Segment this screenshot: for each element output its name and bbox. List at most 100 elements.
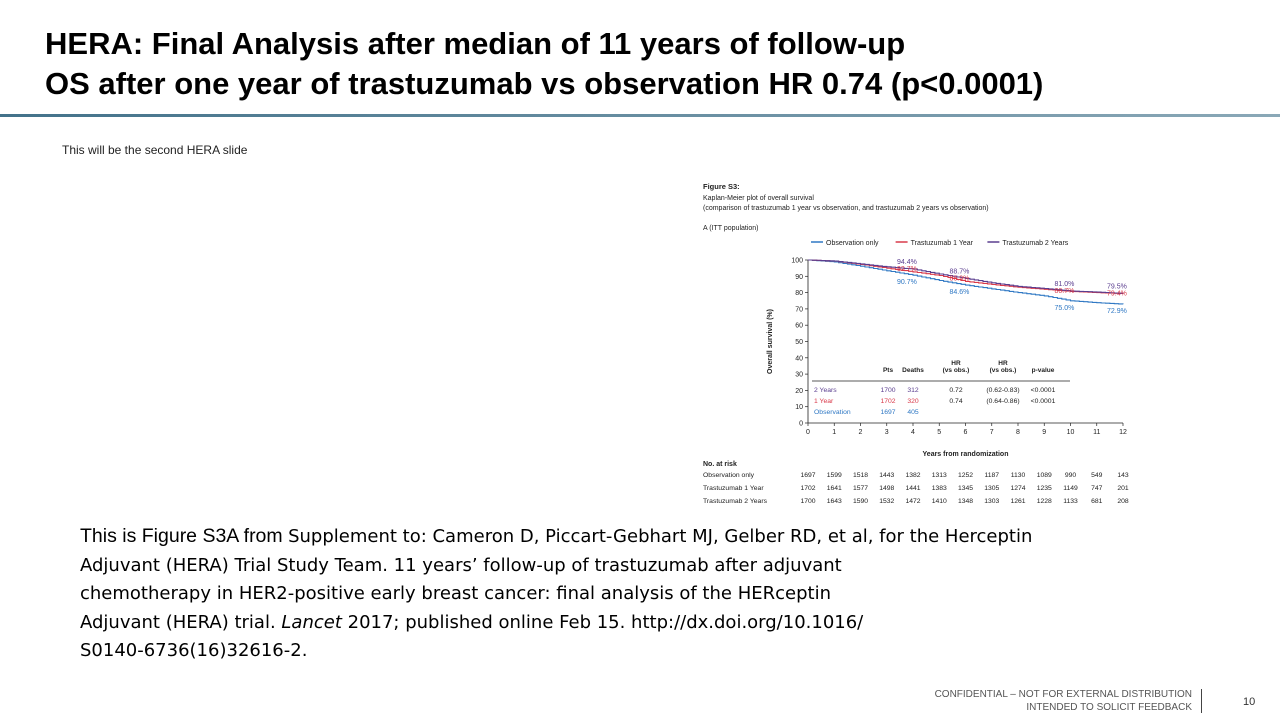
- stats-row-pts-2: 1697: [880, 409, 895, 416]
- stats-row-ci-1: (0.64-0.86): [986, 398, 1019, 405]
- stats-row-ci-0: (0.62-0.83): [986, 387, 1019, 394]
- survival-label-6-obs: 84.6%: [950, 289, 970, 296]
- footer-line-2: INTENDED TO SOLICIT FEEDBACK: [1026, 702, 1192, 713]
- at-risk-value-0-11: 549: [1091, 472, 1103, 479]
- y-axis-title: Overall survival (%): [767, 309, 774, 374]
- y-tick-label-60: 60: [795, 323, 803, 330]
- x-tick-label-1: 1: [832, 429, 836, 436]
- slide-title-line1: HERA: Final Analysis after median of 11 …: [45, 26, 906, 61]
- at-risk-value-0-6: 1252: [958, 472, 973, 479]
- figure-label: Figure S3:: [703, 182, 740, 191]
- at-risk-value-0-10: 990: [1065, 472, 1077, 479]
- caption-line-4-b: 2017; published online Feb 15. http://dx…: [341, 611, 864, 633]
- legend-label-2: Trastuzumab 2 Years: [1002, 240, 1068, 247]
- at-risk-value-0-0: 1697: [800, 472, 815, 479]
- at-risk-value-0-4: 1382: [905, 472, 920, 479]
- survival-label-12-1: 79.4%: [1107, 290, 1127, 297]
- stats-row-deaths-0: 312: [907, 387, 919, 394]
- y-tick-label-40: 40: [795, 355, 803, 362]
- caption-citation-1: Supplement to: Cameron D, Piccart-Gebhar…: [288, 526, 1033, 547]
- at-risk-value-0-9: 1089: [1037, 472, 1052, 479]
- at-risk-value-1-6: 1345: [958, 485, 973, 492]
- y-tick-label-20: 20: [795, 388, 803, 395]
- at-risk-value-1-9: 1235: [1037, 485, 1052, 492]
- at-risk-value-2-3: 1532: [879, 498, 894, 505]
- at-risk-value-1-7: 1305: [984, 485, 999, 492]
- stats-header-p: p-value: [1032, 367, 1055, 374]
- stats-header-deaths: Deaths: [902, 367, 924, 374]
- stats-row-deaths-1: 320: [907, 398, 919, 405]
- legend-label-0: Observation only: [826, 240, 879, 247]
- stats-row-p-0: <0.0001: [1031, 387, 1056, 394]
- at-risk-value-2-6: 1348: [958, 498, 973, 505]
- at-risk-value-2-0: 1700: [800, 498, 815, 505]
- at-risk-value-1-10: 1149: [1063, 485, 1078, 492]
- figure-subtitle-1: Kaplan-Meier plot of overall survival: [703, 195, 814, 202]
- at-risk-value-1-4: 1441: [905, 485, 920, 492]
- at-risk-value-0-5: 1313: [932, 472, 947, 479]
- x-tick-label-7: 7: [990, 429, 994, 436]
- caption-intro: This is Figure S3A from: [80, 525, 289, 547]
- slide-title: HERA: Final Analysis after median of 11 …: [45, 24, 1043, 104]
- x-tick-label-12: 12: [1119, 429, 1127, 436]
- stats-row-deaths-2: 405: [907, 409, 919, 416]
- at-risk-title: No. at risk: [703, 461, 737, 468]
- at-risk-value-0-8: 1130: [1011, 472, 1026, 479]
- at-risk-table: No. at risk Observation only 1697 1599 1518 1…: [703, 461, 1129, 505]
- chart-annotations: 94.4%92.7% 90.7% 88.7%86.9% 84.6% 81.0%80.7%…: [897, 259, 1127, 315]
- stats-row-label-2: Observation: [814, 409, 851, 416]
- survival-label-4-obs: 90.7%: [897, 279, 917, 286]
- at-risk-label-2: Trastuzumab 2 Years: [703, 498, 768, 505]
- x-tick-label-0: 0: [806, 429, 810, 436]
- at-risk-label-0: Observation only: [703, 472, 755, 479]
- caption-line-4-a: Adjuvant (HERA) trial.: [80, 611, 282, 633]
- stats-header-ci-sub: (vs obs.): [990, 367, 1017, 374]
- stats-row-label-1: 1 Year: [814, 398, 834, 405]
- at-risk-value-1-1: 1641: [827, 485, 842, 492]
- at-risk-value-0-2: 1518: [853, 472, 868, 479]
- caption-journal: Lancet: [281, 611, 342, 633]
- legend-label-1: Trastuzumab 1 Year: [911, 240, 974, 247]
- x-tick-label-5: 5: [937, 429, 941, 436]
- km-curve-observation-only: [808, 259, 1124, 305]
- caption-line-1: This is Figure S3A from Supplement to: C…: [80, 522, 1170, 552]
- x-tick-label-4: 4: [911, 429, 915, 436]
- y-tick-label-30: 30: [795, 372, 803, 379]
- stats-row-hr-1: 0.74: [949, 398, 962, 405]
- stats-row-pts-0: 1700: [880, 387, 895, 394]
- speaker-note: This will be the second HERA slide: [62, 143, 248, 157]
- at-risk-value-2-8: 1261: [1010, 498, 1025, 505]
- y-tick-label-90: 90: [795, 274, 803, 281]
- survival-label-6-0: 88.7%: [950, 268, 970, 275]
- slide-title-line2: OS after one year of trastuzumab vs obse…: [45, 66, 1044, 101]
- km-figure: Figure S3: Kaplan-Meier plot of overall …: [698, 178, 1148, 513]
- y-tick-label-70: 70: [795, 306, 803, 313]
- survival-label-6-1: 86.9%: [950, 275, 970, 282]
- x-tick-label-2: 2: [859, 429, 863, 436]
- at-risk-value-1-5: 1383: [932, 485, 947, 492]
- km-chart-svg: Figure S3: Kaplan-Meier plot of overall …: [703, 182, 1129, 505]
- stats-header-ci: HR: [998, 360, 1008, 367]
- x-tick-label-6: 6: [964, 429, 968, 436]
- stats-header-hr: HR: [951, 360, 961, 367]
- at-risk-value-1-2: 1577: [853, 485, 868, 492]
- stats-header-pts: Pts: [883, 367, 894, 374]
- chart-curves: [808, 259, 1124, 305]
- survival-label-10-1: 80.7%: [1055, 288, 1075, 295]
- figure-panel-label: A (ITT population): [703, 225, 759, 232]
- figure-caption: This is Figure S3A from Supplement to: C…: [80, 522, 1170, 666]
- x-tick-label-10: 10: [1067, 429, 1075, 436]
- at-risk-value-2-10: 1133: [1063, 498, 1078, 505]
- stats-row-p-1: <0.0001: [1031, 398, 1056, 405]
- y-tick-label-50: 50: [795, 339, 803, 346]
- caption-line-4: Adjuvant (HERA) trial. Lancet 2017; publ…: [80, 609, 1170, 638]
- survival-label-4-1: 92.7%: [897, 266, 917, 273]
- at-risk-value-0-1: 1599: [827, 472, 842, 479]
- at-risk-value-1-12: 201: [1117, 485, 1129, 492]
- at-risk-value-1-11: 747: [1091, 485, 1103, 492]
- stats-header-hr-sub: (vs obs.): [943, 367, 970, 374]
- page-number: 10: [1243, 696, 1256, 708]
- x-tick-label-8: 8: [1016, 429, 1020, 436]
- at-risk-value-0-12: 143: [1117, 472, 1129, 479]
- y-tick-label-10: 10: [795, 404, 803, 411]
